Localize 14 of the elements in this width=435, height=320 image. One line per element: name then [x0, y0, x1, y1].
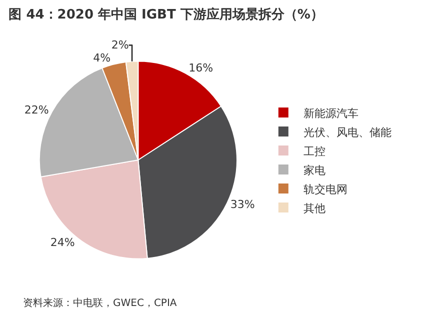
data-label: 4%	[93, 52, 111, 65]
data-label: 24%	[50, 236, 75, 250]
data-label: 33%	[230, 198, 255, 211]
legend-label: 其他	[303, 202, 326, 215]
data-label: 22%	[24, 103, 49, 116]
legend-label: 轨交电网	[303, 182, 348, 196]
legend-label: 光伏、风电、储能	[303, 126, 392, 139]
legend-label: 家电	[303, 164, 326, 177]
legend-label: 工控	[303, 144, 326, 158]
text: 资料来源：中电联，GWEC，CPIA	[23, 297, 177, 309]
data-label: 16%	[188, 62, 214, 75]
legend-label: 新能源汽车	[303, 106, 358, 120]
chart-title: 图 44：2020 年中国 IGBT 下游应用场景拆分（%）	[8, 6, 324, 23]
data-label: 2%	[111, 38, 129, 52]
